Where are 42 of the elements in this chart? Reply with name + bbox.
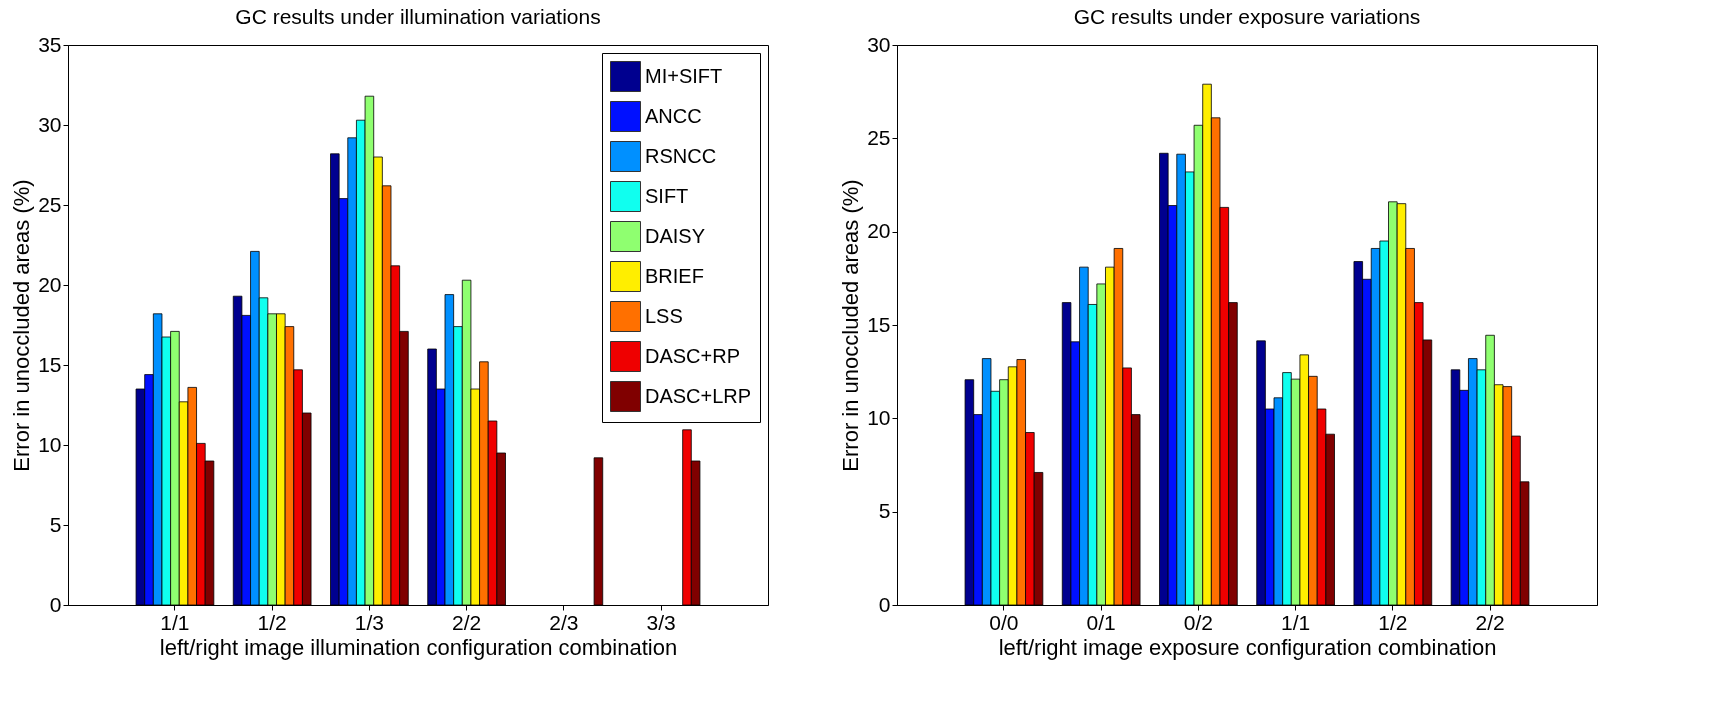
y-tick-label: 10 <box>867 405 891 429</box>
x-tick-label: 0/1 <box>1086 610 1116 634</box>
y-tick-label: 30 <box>38 112 62 136</box>
y-tick-label: 35 <box>38 32 62 56</box>
y-tick-label: 25 <box>867 125 891 149</box>
y-tick-label: 20 <box>38 272 62 296</box>
legend-label: LSS <box>645 304 683 327</box>
legend-label: DAISY <box>645 224 706 247</box>
y-tick-label: 25 <box>38 192 62 216</box>
chart-title: GC results under exposure variations <box>1073 5 1421 28</box>
x-tick-label: 1/3 <box>354 610 384 634</box>
x-axis-title: left/right image illumination configuration combination <box>159 634 678 660</box>
y-axis-title: Error in unoccluded areas (%) <box>838 179 864 472</box>
x-tick-label: 2/2 <box>1475 610 1505 634</box>
x-tick-label: 0/2 <box>1183 610 1213 634</box>
legend-label: BRIEF <box>645 264 704 287</box>
y-tick-label: 5 <box>49 512 62 536</box>
chart-title: GC results under illumination variations <box>235 5 601 28</box>
legend-label: DASC+LRP <box>645 384 752 407</box>
x-tick-label: 1/2 <box>1378 610 1408 634</box>
x-tick-label: 2/3 <box>549 610 579 634</box>
x-tick-label: 0/0 <box>989 610 1019 634</box>
x-tick-label: 1/2 <box>257 610 287 634</box>
x-tick-label: 1/1 <box>1281 610 1311 634</box>
legend-label: ANCC <box>645 104 702 127</box>
legend-label: RSNCC <box>645 144 717 167</box>
legend-label: MI+SIFT <box>645 64 723 87</box>
y-tick-label: 10 <box>38 432 62 456</box>
y-tick-label: 20 <box>867 219 891 243</box>
x-tick-label: 3/3 <box>646 610 676 634</box>
y-tick-label: 5 <box>878 499 891 523</box>
x-tick-label: 2/2 <box>452 610 482 634</box>
y-tick-label: 0 <box>878 592 891 616</box>
y-tick-label: 0 <box>49 592 62 616</box>
x-axis-title: left/right image exposure configuration combination <box>998 634 1497 660</box>
x-tick-label: 1/1 <box>160 610 190 634</box>
legend-label: DASC+RP <box>645 344 741 367</box>
y-tick-label: 15 <box>38 352 62 376</box>
legend-label: SIFT <box>645 184 689 207</box>
y-tick-label: 30 <box>867 32 891 56</box>
y-axis-title: Error in unoccluded areas (%) <box>9 179 35 472</box>
y-tick-label: 15 <box>867 312 891 336</box>
